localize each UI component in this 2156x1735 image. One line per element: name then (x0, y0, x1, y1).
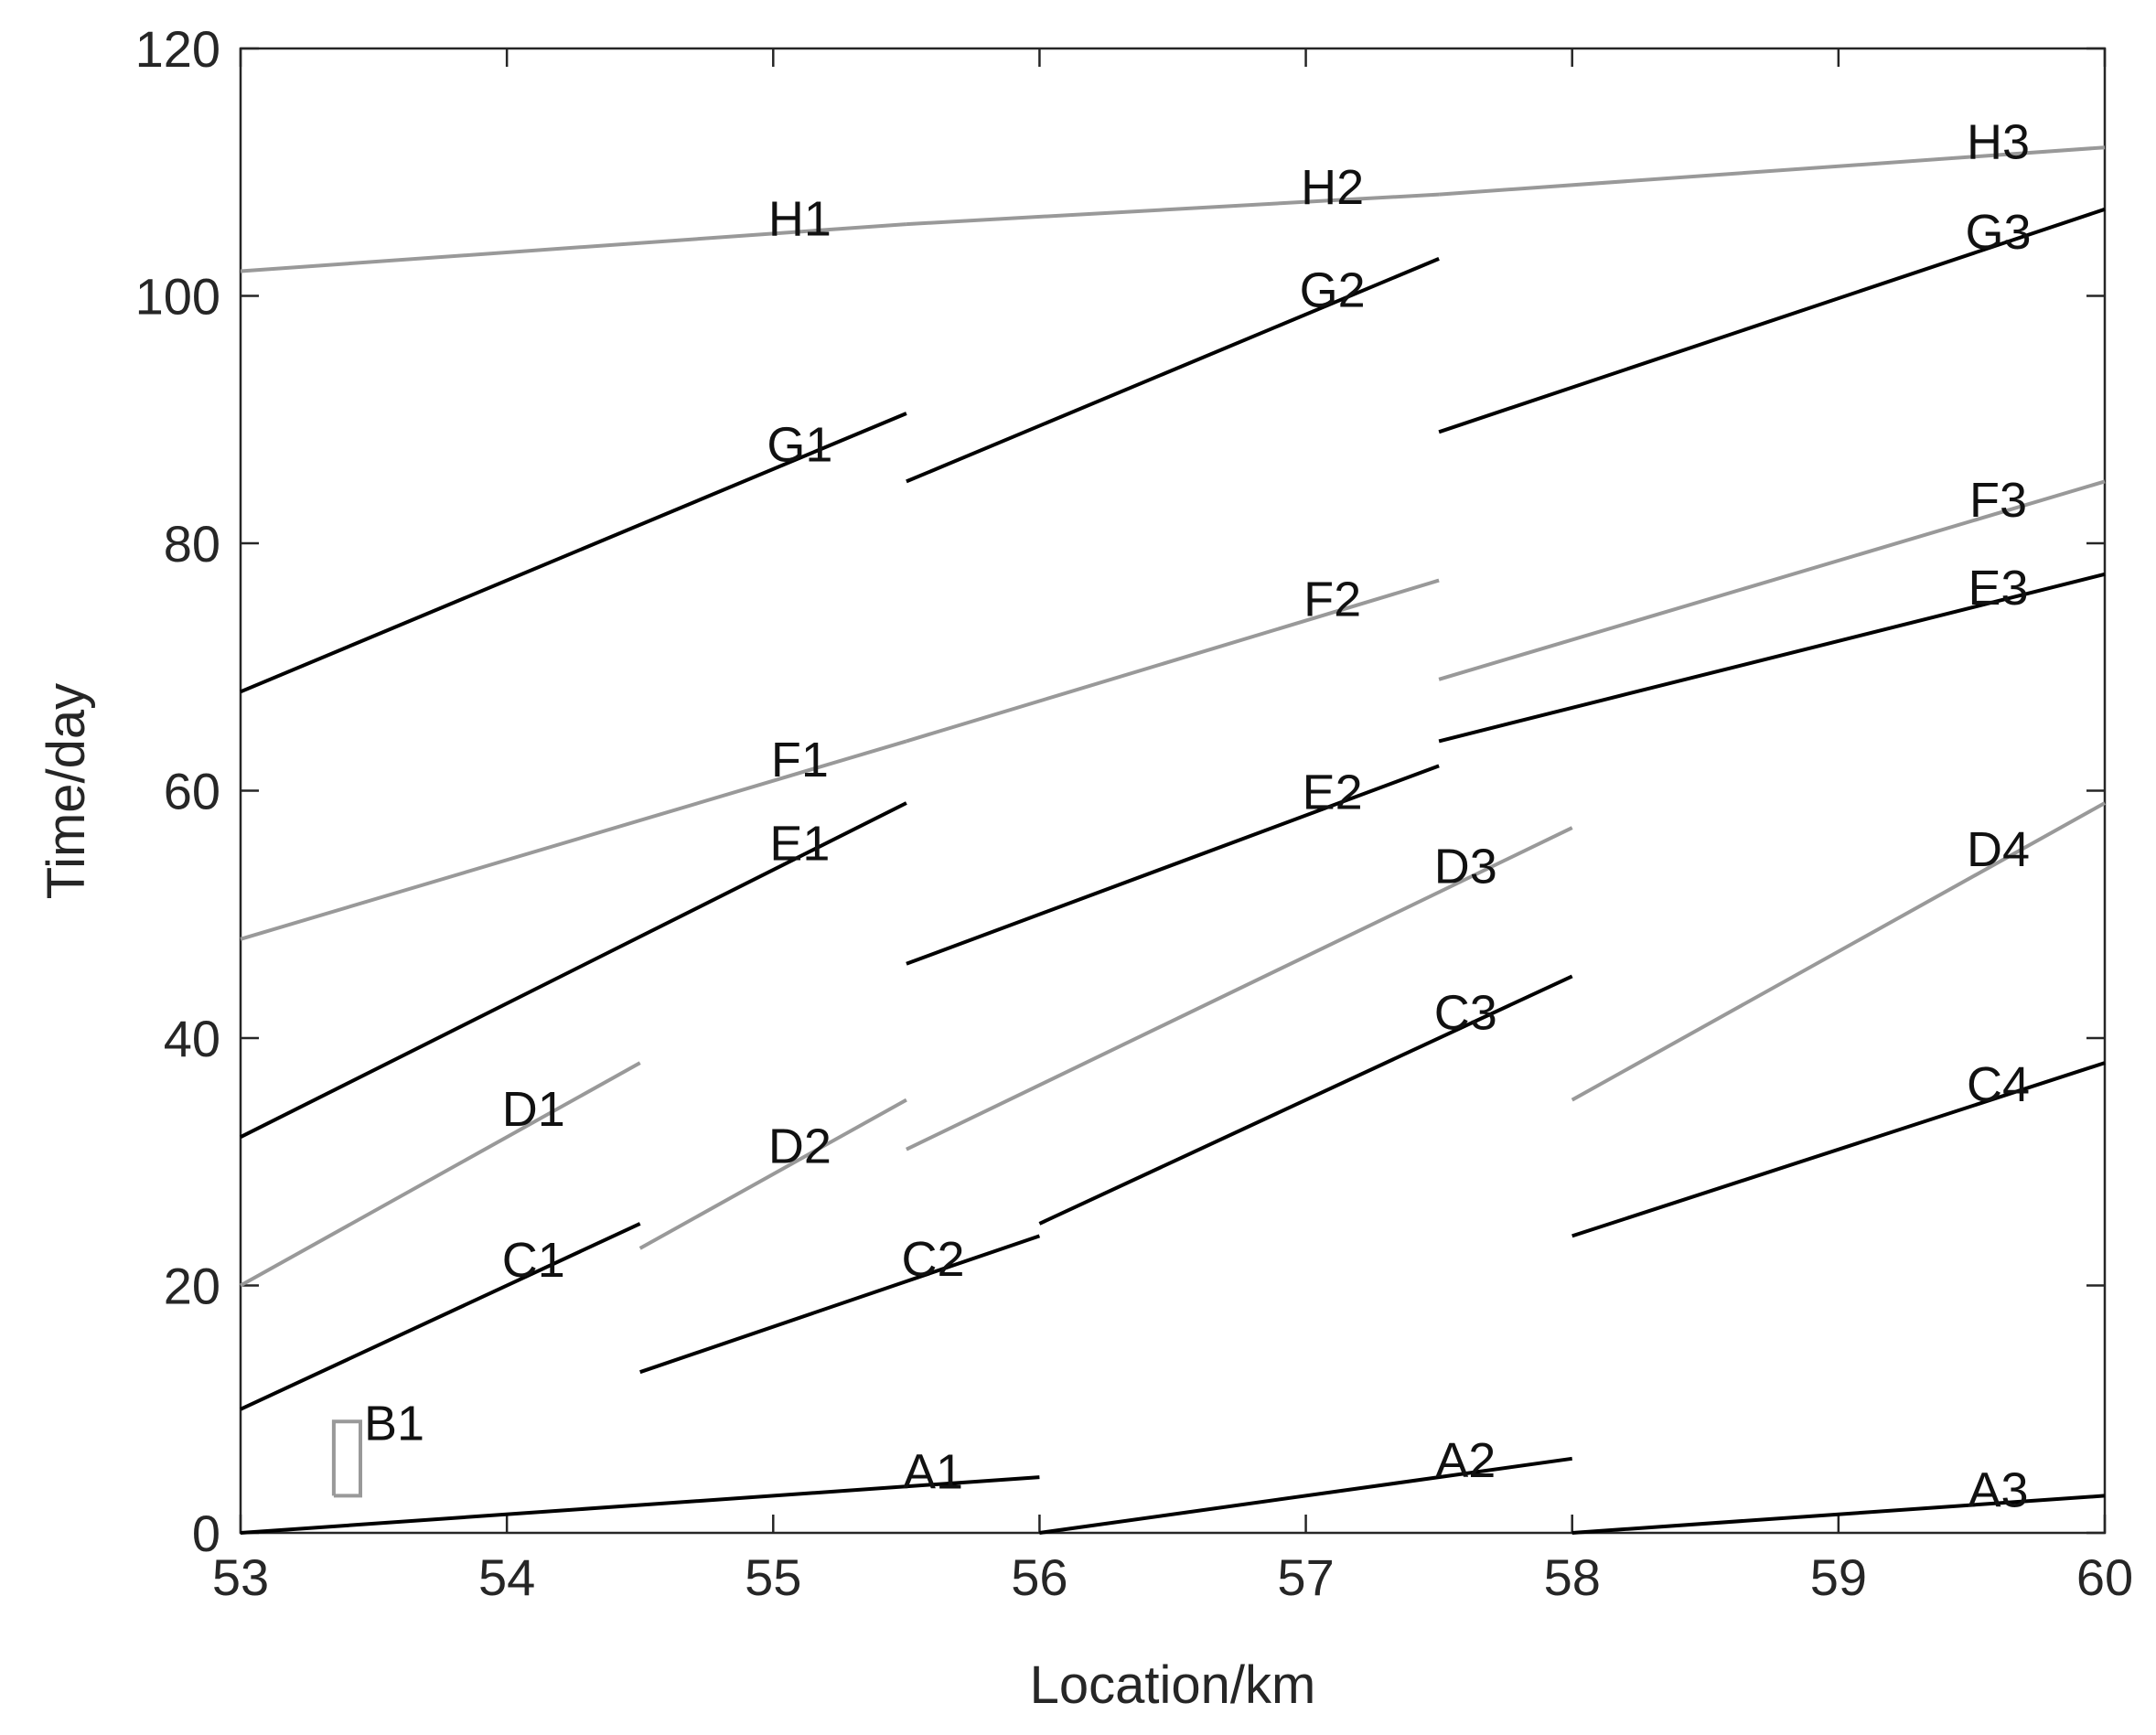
segment-line (240, 1475, 1040, 1535)
segment-label: E2 (1303, 766, 1363, 820)
segment-line (240, 412, 907, 694)
segment-line (906, 764, 1440, 966)
segment-label: D3 (1434, 839, 1497, 894)
segment-label: D4 (1967, 822, 2030, 877)
segment-label: F2 (1303, 573, 1361, 627)
segment-line (1571, 801, 2106, 1102)
segment-label: H3 (1967, 114, 2030, 169)
segment-line (1438, 207, 2106, 434)
segment-line (638, 1098, 907, 1250)
segment-label: G1 (767, 418, 832, 473)
segment-line (639, 1234, 1041, 1375)
segment-label: A1 (903, 1444, 963, 1499)
x-axis-label: Location/km (1030, 1655, 1316, 1715)
x-tick-label: 53 (212, 1548, 269, 1606)
segment-line (906, 257, 1440, 484)
segment-line (1438, 572, 2106, 744)
segment-line (240, 739, 907, 941)
y-tick-label: 120 (135, 20, 220, 78)
segment-label: E3 (1968, 561, 2029, 616)
x-tick-label: 60 (2076, 1548, 2133, 1606)
segment-label: A2 (1435, 1433, 1496, 1488)
y-tick-label: 20 (164, 1258, 220, 1315)
segment-label: D2 (768, 1119, 831, 1174)
segment-label: G3 (1966, 205, 2032, 260)
segment-line (240, 1222, 641, 1411)
segment-label: C2 (901, 1232, 964, 1287)
y-tick-label: 0 (192, 1505, 220, 1562)
segment-line (1438, 479, 2106, 681)
x-tick-label: 58 (1544, 1548, 1601, 1606)
segment-label: A3 (1968, 1463, 2029, 1518)
segment-label: G2 (1300, 263, 1366, 318)
y-tick-label: 60 (164, 763, 220, 820)
segment-label: F3 (1969, 473, 2027, 528)
segment-line (240, 222, 907, 273)
segment-label: C4 (1967, 1057, 2030, 1112)
segment-line (1571, 1494, 2106, 1535)
segment-line (1038, 974, 1573, 1226)
segment-label: E1 (769, 816, 830, 871)
segment-label: H1 (768, 191, 831, 246)
y-tick-label: 80 (164, 515, 220, 573)
segment-line (240, 801, 907, 1139)
x-tick-label: 55 (745, 1548, 801, 1606)
segment-label: B1 (364, 1396, 424, 1451)
x-tick-label: 56 (1011, 1548, 1067, 1606)
segment-line (906, 192, 1440, 227)
segment-line (240, 1061, 641, 1288)
segment-line (906, 826, 1573, 1151)
segment-label: F1 (771, 733, 829, 787)
segment-label: C1 (502, 1233, 565, 1288)
segment-line (1438, 145, 2106, 197)
segment-line (1571, 1061, 2106, 1238)
segment-line (331, 1419, 362, 1498)
x-tick-label: 59 (1810, 1548, 1867, 1606)
x-tick-label: 54 (478, 1548, 535, 1606)
x-tick-label: 57 (1277, 1548, 1334, 1606)
segment-label: C3 (1434, 985, 1497, 1040)
segment-line (906, 578, 1440, 744)
y-tick-label: 100 (135, 268, 220, 326)
segment-label: H2 (1301, 160, 1364, 215)
segment-line (1039, 1456, 1572, 1535)
y-axis-label: Time/day (37, 683, 96, 899)
segment-label: D1 (502, 1082, 565, 1137)
y-tick-label: 40 (164, 1010, 220, 1067)
